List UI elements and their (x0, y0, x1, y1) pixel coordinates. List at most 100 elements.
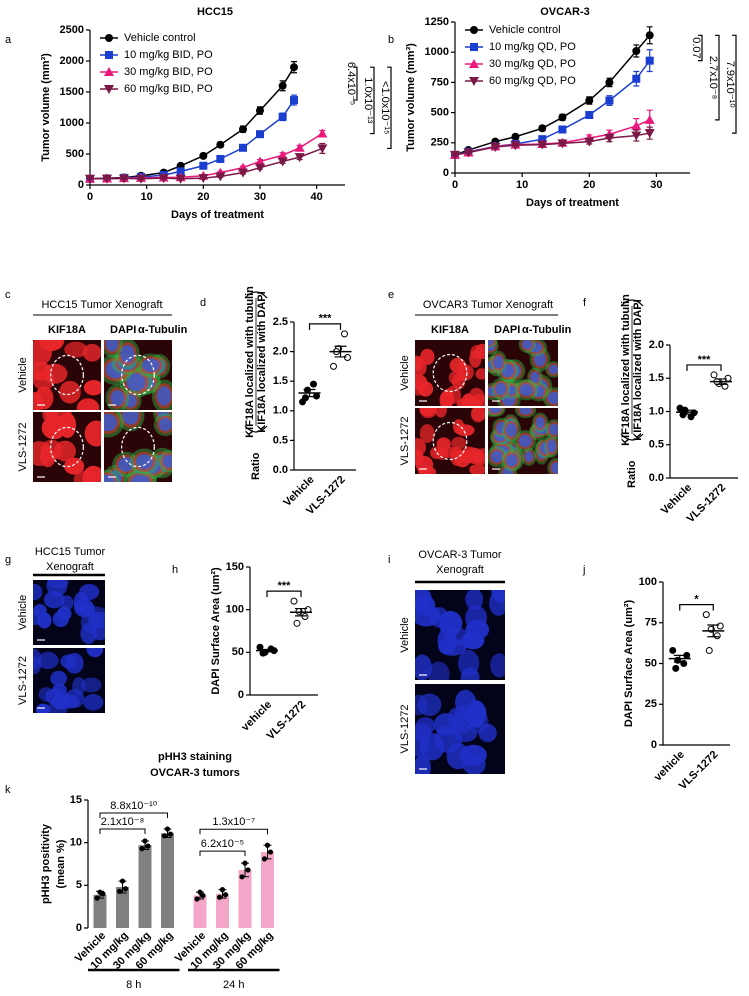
comparison-bracket (387, 66, 392, 150)
panel-letter: b (388, 34, 394, 46)
marker (256, 130, 264, 139)
data-point (94, 895, 100, 901)
group-label: 8 h (126, 979, 141, 991)
marker (585, 111, 594, 120)
data-point (167, 831, 174, 837)
nucleus (415, 654, 432, 680)
nucleus (415, 717, 436, 735)
data-point (197, 889, 203, 895)
nucleus (551, 462, 558, 474)
nucleus (534, 352, 546, 367)
nucleus (118, 457, 134, 472)
y-axis-label: pHH3 positivity (40, 823, 52, 904)
y-tick-label: 250 (431, 137, 449, 149)
nucleus (158, 417, 172, 432)
y-tick-label: 1000 (425, 46, 449, 58)
marker (199, 151, 208, 160)
marker (119, 174, 129, 184)
micrograph (104, 412, 172, 482)
bar (193, 895, 207, 928)
cell (35, 386, 54, 410)
panel-letter: j (582, 564, 585, 576)
data-point (710, 371, 718, 379)
nucleus (50, 670, 67, 687)
nucleus (427, 661, 450, 680)
data-point (219, 887, 226, 893)
marker (538, 124, 547, 133)
micrograph (415, 590, 505, 680)
row-label: VLS-1272 (399, 705, 411, 754)
x-tick-label: 0 (452, 179, 458, 191)
p-value: 0.07 (690, 37, 702, 58)
marker (463, 148, 474, 158)
marker (317, 128, 328, 138)
cell (470, 408, 485, 423)
micrograph (415, 684, 505, 774)
data-point (261, 856, 268, 862)
y-label-denominator: KIF18A localized with DAPI (632, 299, 644, 440)
cell (475, 368, 485, 380)
data-point (245, 867, 251, 873)
data-point (139, 846, 145, 852)
marker (294, 153, 305, 163)
cell-outline (121, 354, 155, 396)
cell (448, 371, 461, 385)
cell (469, 350, 482, 368)
panel-letter: f (583, 297, 587, 309)
y-tick-label: 100 (226, 604, 244, 616)
cell (84, 420, 101, 447)
marker (645, 56, 654, 65)
data-point (142, 838, 148, 844)
sem-bar (673, 654, 686, 663)
micrograph (488, 340, 558, 406)
nucleus (81, 677, 102, 693)
p-value: 6.4x10⁻⁵ (345, 62, 357, 105)
y-tick-label: 0.0 (649, 472, 664, 484)
significance-bracket (308, 323, 342, 330)
data-point (116, 888, 123, 894)
y-tick-label: 0 (651, 739, 657, 751)
comparison-bracket (199, 828, 268, 835)
y-tick-label: 1.0 (273, 405, 288, 417)
nucleus (124, 394, 137, 408)
cell (415, 355, 424, 372)
nucleus (524, 451, 534, 462)
marker (537, 140, 548, 150)
channel-label: KIF18A (431, 324, 469, 336)
legend-marker (105, 51, 113, 59)
y-tick-label: 2.0 (649, 339, 664, 351)
marker (605, 96, 614, 105)
marker (604, 133, 615, 143)
marker (644, 114, 655, 124)
data-point (310, 380, 317, 388)
significance-bracket (686, 364, 722, 371)
data-point (161, 833, 168, 839)
legend-marker (105, 34, 113, 42)
comparison-bracket (353, 66, 358, 101)
nucleus (78, 602, 96, 617)
cell-outline (121, 426, 155, 468)
nucleus (157, 386, 172, 406)
sem-bar (707, 624, 720, 638)
data-point (293, 619, 301, 627)
nucleus (460, 667, 480, 680)
panel-letter: e (388, 289, 394, 301)
y-label-numerator: KIF18A localized with tubulin (244, 286, 256, 438)
marker (317, 144, 328, 154)
legend-marker (104, 85, 114, 94)
cell (73, 470, 95, 482)
bar (93, 894, 107, 928)
nucleus (547, 391, 558, 405)
marker (645, 31, 654, 40)
marker (584, 137, 595, 147)
comparison-bracket (370, 66, 375, 135)
marker (277, 150, 288, 160)
y-tick-label: 150 (226, 561, 244, 573)
cell (435, 447, 449, 460)
marker (158, 174, 169, 184)
marker (198, 174, 209, 184)
y-tick-label: 50 (645, 657, 657, 669)
nucleus (530, 371, 540, 384)
nucleus (465, 590, 484, 611)
